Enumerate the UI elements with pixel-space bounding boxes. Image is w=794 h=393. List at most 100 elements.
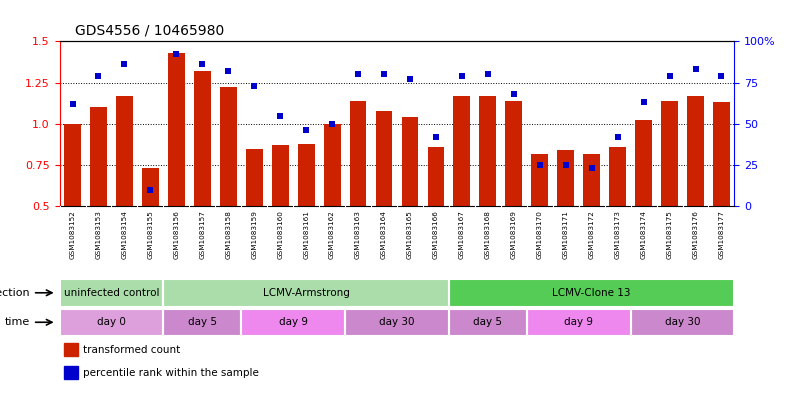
Point <box>222 68 235 74</box>
Point <box>715 73 728 79</box>
Bar <box>60 309 164 336</box>
Bar <box>531 154 548 206</box>
Text: GSM1083163: GSM1083163 <box>355 210 361 259</box>
Text: GSM1083173: GSM1083173 <box>615 210 621 259</box>
Text: LCMV-Clone 13: LCMV-Clone 13 <box>553 288 631 298</box>
Text: infection: infection <box>0 288 30 298</box>
Bar <box>164 309 241 336</box>
Bar <box>557 150 574 206</box>
Point <box>611 134 624 140</box>
Point <box>352 71 364 77</box>
Text: day 9: day 9 <box>279 317 307 327</box>
Point <box>300 127 313 134</box>
Point <box>378 71 391 77</box>
Bar <box>609 147 626 206</box>
Bar <box>526 309 630 336</box>
Bar <box>687 96 704 206</box>
Bar <box>376 110 392 206</box>
Text: uninfected control: uninfected control <box>64 288 160 298</box>
Bar <box>449 279 734 307</box>
Text: day 0: day 0 <box>97 317 126 327</box>
Text: GSM1083169: GSM1083169 <box>511 210 517 259</box>
Bar <box>584 154 600 206</box>
Text: day 5: day 5 <box>188 317 217 327</box>
Bar <box>402 117 418 206</box>
Bar <box>60 279 164 307</box>
Point <box>144 187 156 193</box>
Text: day 5: day 5 <box>473 317 503 327</box>
Point <box>663 73 676 79</box>
Text: GSM1083166: GSM1083166 <box>433 210 439 259</box>
Text: GSM1083172: GSM1083172 <box>588 210 595 259</box>
Bar <box>480 96 496 206</box>
Text: GSM1083155: GSM1083155 <box>148 210 153 259</box>
Point <box>585 165 598 171</box>
Bar <box>427 147 445 206</box>
Text: day 30: day 30 <box>665 317 700 327</box>
Text: GSM1083175: GSM1083175 <box>666 210 673 259</box>
Bar <box>661 101 678 206</box>
Point <box>456 73 468 79</box>
Bar <box>349 101 367 206</box>
Text: GSM1083165: GSM1083165 <box>407 210 413 259</box>
Bar <box>345 309 449 336</box>
Point <box>430 134 442 140</box>
Point <box>196 61 209 68</box>
Point <box>638 99 650 105</box>
Point <box>170 51 183 58</box>
Bar <box>324 124 341 206</box>
Bar <box>630 309 734 336</box>
Bar <box>272 145 289 206</box>
Text: GSM1083158: GSM1083158 <box>225 210 231 259</box>
Text: GSM1083171: GSM1083171 <box>563 210 569 259</box>
Bar <box>194 71 210 206</box>
Bar <box>116 96 133 206</box>
Bar <box>630 309 734 336</box>
Point <box>560 162 572 168</box>
Bar <box>142 168 159 206</box>
Bar <box>449 309 526 336</box>
Bar <box>64 124 81 206</box>
Text: GSM1083153: GSM1083153 <box>95 210 102 259</box>
Text: day 9: day 9 <box>565 317 593 327</box>
Bar <box>449 279 734 307</box>
Text: GSM1083176: GSM1083176 <box>692 210 699 259</box>
Bar <box>168 53 185 206</box>
Bar <box>505 101 522 206</box>
Bar <box>449 309 526 336</box>
Bar <box>164 279 449 307</box>
Bar <box>241 309 345 336</box>
Text: transformed count: transformed count <box>83 345 180 355</box>
Bar <box>345 309 449 336</box>
Text: GDS4556 / 10465980: GDS4556 / 10465980 <box>75 23 225 37</box>
Bar <box>164 279 449 307</box>
Point <box>118 61 131 68</box>
Text: GSM1083174: GSM1083174 <box>641 210 646 259</box>
Point <box>274 112 287 119</box>
Bar <box>90 107 107 206</box>
Bar <box>164 309 241 336</box>
Text: GSM1083160: GSM1083160 <box>277 210 283 259</box>
Bar <box>60 279 164 307</box>
Bar <box>64 366 78 379</box>
Text: percentile rank within the sample: percentile rank within the sample <box>83 368 260 378</box>
Point <box>92 73 105 79</box>
Point <box>689 66 702 72</box>
Text: GSM1083154: GSM1083154 <box>121 210 128 259</box>
Bar <box>713 102 730 206</box>
Text: GSM1083152: GSM1083152 <box>70 210 75 259</box>
Bar <box>220 88 237 206</box>
Text: GSM1083170: GSM1083170 <box>537 210 543 259</box>
Text: GSM1083159: GSM1083159 <box>251 210 257 259</box>
Text: time: time <box>5 317 30 327</box>
Point <box>507 91 520 97</box>
Bar <box>298 143 314 206</box>
Text: LCMV-Armstrong: LCMV-Armstrong <box>263 288 349 298</box>
Bar <box>453 96 470 206</box>
Point <box>403 76 416 83</box>
Bar <box>635 121 652 206</box>
Point <box>481 71 494 77</box>
Text: day 30: day 30 <box>380 317 414 327</box>
Bar <box>526 309 630 336</box>
Bar <box>246 149 263 206</box>
